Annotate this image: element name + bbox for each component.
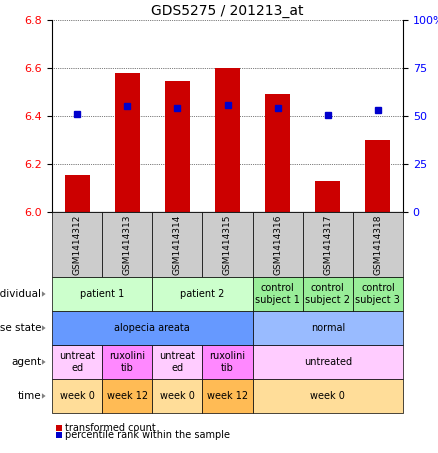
Bar (353, 277, 403, 311)
Text: untreat
ed: untreat ed (159, 351, 195, 373)
Text: ruxolini
tib: ruxolini tib (209, 351, 246, 373)
Bar (152, 212, 202, 277)
Bar (165, 81, 190, 212)
Text: GSM1414317: GSM1414317 (323, 214, 332, 275)
Bar (315, 181, 340, 212)
Text: untreated: untreated (304, 357, 352, 367)
Text: week 12: week 12 (207, 391, 248, 401)
Text: GSM1414318: GSM1414318 (374, 214, 382, 275)
Bar (253, 345, 403, 379)
Text: disease state: disease state (0, 323, 41, 333)
Polygon shape (42, 291, 46, 297)
Bar (253, 379, 403, 413)
Text: week 0: week 0 (160, 391, 195, 401)
Bar (215, 68, 240, 212)
Text: untreat
ed: untreat ed (59, 351, 95, 373)
Bar (52, 311, 253, 345)
Text: percentile rank within the sample: percentile rank within the sample (65, 430, 230, 440)
Bar (253, 212, 303, 277)
Text: individual: individual (0, 289, 41, 299)
Bar (353, 212, 403, 277)
Text: normal: normal (311, 323, 345, 333)
Bar (303, 277, 353, 311)
Bar (265, 94, 290, 212)
Text: time: time (18, 391, 41, 401)
Bar (152, 277, 253, 311)
Bar (152, 379, 202, 413)
Text: alopecia areata: alopecia areata (114, 323, 190, 333)
Polygon shape (42, 359, 46, 365)
Bar (202, 379, 253, 413)
Text: control
subject 3: control subject 3 (356, 283, 400, 305)
Bar (52, 345, 102, 379)
Text: GSM1414313: GSM1414313 (123, 214, 132, 275)
Bar (52, 277, 152, 311)
Text: transformed count: transformed count (65, 423, 156, 433)
Bar (57, 432, 62, 438)
Text: GSM1414316: GSM1414316 (273, 214, 282, 275)
Bar (303, 212, 353, 277)
Bar (202, 212, 253, 277)
Bar (64, 175, 90, 212)
Bar (102, 212, 152, 277)
Bar (253, 311, 403, 345)
Text: week 12: week 12 (106, 391, 148, 401)
Bar (52, 379, 102, 413)
Text: GSM1414315: GSM1414315 (223, 214, 232, 275)
Text: control
subject 2: control subject 2 (305, 283, 350, 305)
Bar (102, 379, 152, 413)
Text: control
subject 1: control subject 1 (255, 283, 300, 305)
Text: patient 1: patient 1 (80, 289, 124, 299)
Text: week 0: week 0 (311, 391, 345, 401)
Text: agent: agent (11, 357, 41, 367)
Bar (52, 212, 102, 277)
Bar (202, 345, 253, 379)
Text: week 0: week 0 (60, 391, 95, 401)
Polygon shape (42, 393, 46, 399)
Bar (102, 345, 152, 379)
Bar (115, 73, 140, 212)
Text: GSM1414314: GSM1414314 (173, 214, 182, 275)
Text: ruxolini
tib: ruxolini tib (109, 351, 145, 373)
Title: GDS5275 / 201213_at: GDS5275 / 201213_at (151, 4, 304, 18)
Bar (57, 425, 62, 431)
Bar (152, 345, 202, 379)
Bar (365, 140, 390, 212)
Text: GSM1414312: GSM1414312 (73, 214, 81, 275)
Text: patient 2: patient 2 (180, 289, 225, 299)
Polygon shape (42, 325, 46, 331)
Bar (253, 277, 303, 311)
